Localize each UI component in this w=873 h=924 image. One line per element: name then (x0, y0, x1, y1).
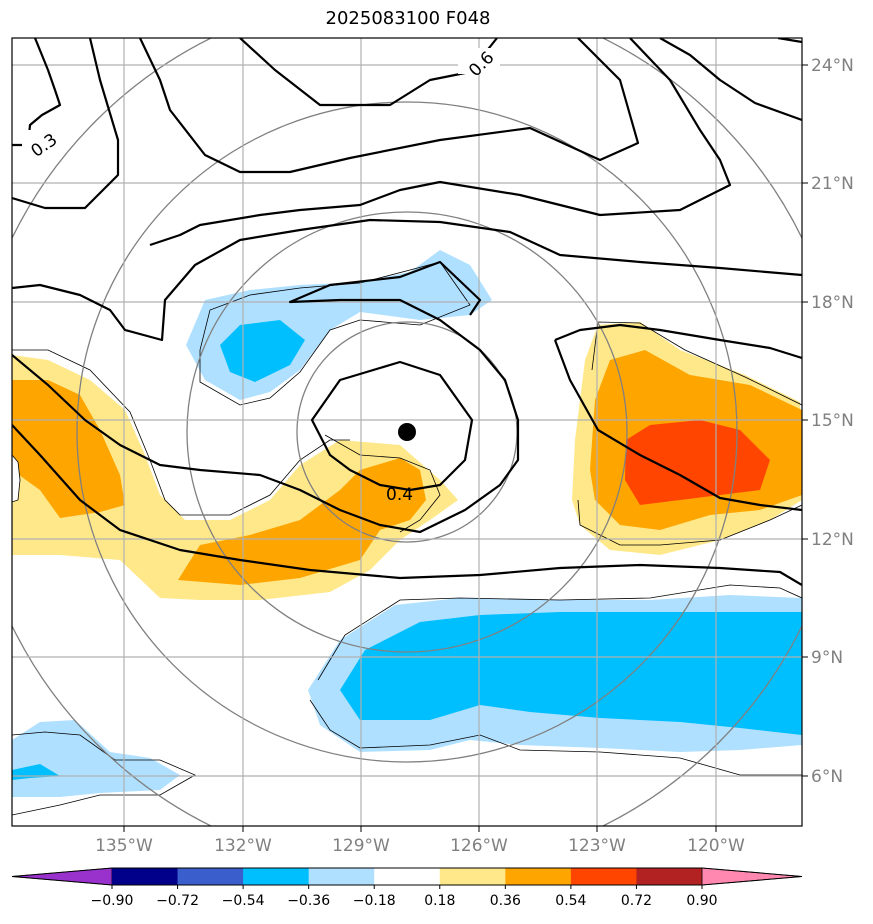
thick-contour-3 (12, 218, 802, 342)
contour-label-bg-1 (22, 130, 62, 156)
thick-contour-10 (310, 360, 474, 492)
colorbar-tick-label: 0.54 (555, 893, 586, 909)
shade-light-blue-southwest (12, 720, 180, 797)
thin-contour-south-top (317, 584, 802, 681)
shade-white-west (12, 454, 21, 503)
contour-label-0-4: 0.4 (386, 485, 413, 505)
shade-orange-center (178, 458, 426, 585)
longitude-axis: 135°W 132°W 129°W 126°W 123°W 120°W (95, 826, 745, 856)
colorbar-extend-high (701, 867, 803, 886)
colorbar-extend-low (11, 867, 113, 886)
lat-label-15: 15°N (811, 411, 854, 431)
colorbar-tick-label: −0.18 (353, 893, 396, 909)
filled-anomaly-layer (12, 38, 802, 826)
colorbar-segment (570, 868, 637, 885)
lat-label-6: 6°N (811, 767, 843, 787)
colorbar: −0.90 −0.72 −0.54 −0.36 −0.18 0.18 0.36 0.54 0.7… (11, 867, 803, 909)
colorbar-segment (243, 868, 310, 885)
thin-contour-south-bottom (309, 699, 802, 776)
thin-contour-north (199, 261, 471, 406)
lon-label-132w: 132°W (214, 836, 272, 856)
latitude-axis: 24°N 21°N 18°N 15°N 12°N 9°N 6°N (802, 56, 854, 787)
shade-blue-north (220, 320, 305, 382)
colorbar-segment (177, 868, 244, 885)
plot-frame (11, 37, 803, 827)
thick-contour-12 (554, 323, 802, 360)
colorbar-segment (308, 868, 375, 885)
lat-label-9: 9°N (811, 648, 843, 668)
lat-label-18: 18°N (811, 293, 854, 313)
storm-center-marker (398, 423, 416, 441)
contour-label-bg-2 (458, 48, 500, 74)
thick-contour-1 (12, 38, 62, 147)
colorbar-segment (505, 868, 572, 885)
colorbar-tick-label: −0.72 (156, 893, 199, 909)
colorbar-tick-label: 0.72 (621, 893, 652, 909)
colorbar-segment (439, 868, 506, 885)
thin-contour-southwest (12, 731, 196, 816)
shade-orange-west (12, 380, 125, 518)
colorbar-tick-label: 0.36 (490, 893, 521, 909)
lon-label-129w: 129°W (332, 836, 390, 856)
thick-contour-7 (659, 38, 802, 122)
colorbar-tick-label: 0.18 (424, 893, 455, 909)
thick-contour-8 (777, 38, 802, 44)
lat-label-12: 12°N (811, 530, 854, 550)
colorbar-segment (374, 868, 441, 885)
colorbar-tick-label: −0.36 (287, 893, 330, 909)
thick-contour-11 (12, 424, 802, 586)
colorbar-tick-label: −0.90 (91, 893, 134, 909)
colorbar-tick-label: 0.90 (686, 893, 717, 909)
colorbar-segment (112, 868, 179, 885)
map-title: 2025083100 F048 (325, 8, 491, 29)
colorbar-tick-label: −0.54 (222, 893, 265, 909)
shade-red-east (625, 420, 770, 505)
thin-contour-center (324, 434, 441, 533)
colorbar-segment (636, 868, 703, 885)
lon-label-120w: 120°W (687, 836, 745, 856)
lon-label-123w: 123°W (568, 836, 626, 856)
thick-contour-9 (12, 260, 520, 534)
lat-label-24: 24°N (811, 56, 854, 76)
lon-label-126w: 126°W (450, 836, 508, 856)
thick-contour-4 (139, 38, 640, 174)
gridlines (12, 38, 802, 826)
thick-contour-6 (149, 38, 732, 247)
thick-contour-2 (12, 38, 120, 210)
thick-contour-13 (553, 339, 802, 512)
lat-label-21: 21°N (811, 174, 854, 194)
lon-label-135w: 135°W (95, 836, 153, 856)
range-ring-2 (186, 211, 628, 653)
range-ring-3 (76, 101, 738, 763)
shade-blue-south (340, 612, 802, 735)
range-rings (12, 38, 802, 826)
thin-contour-east-south (577, 499, 802, 546)
